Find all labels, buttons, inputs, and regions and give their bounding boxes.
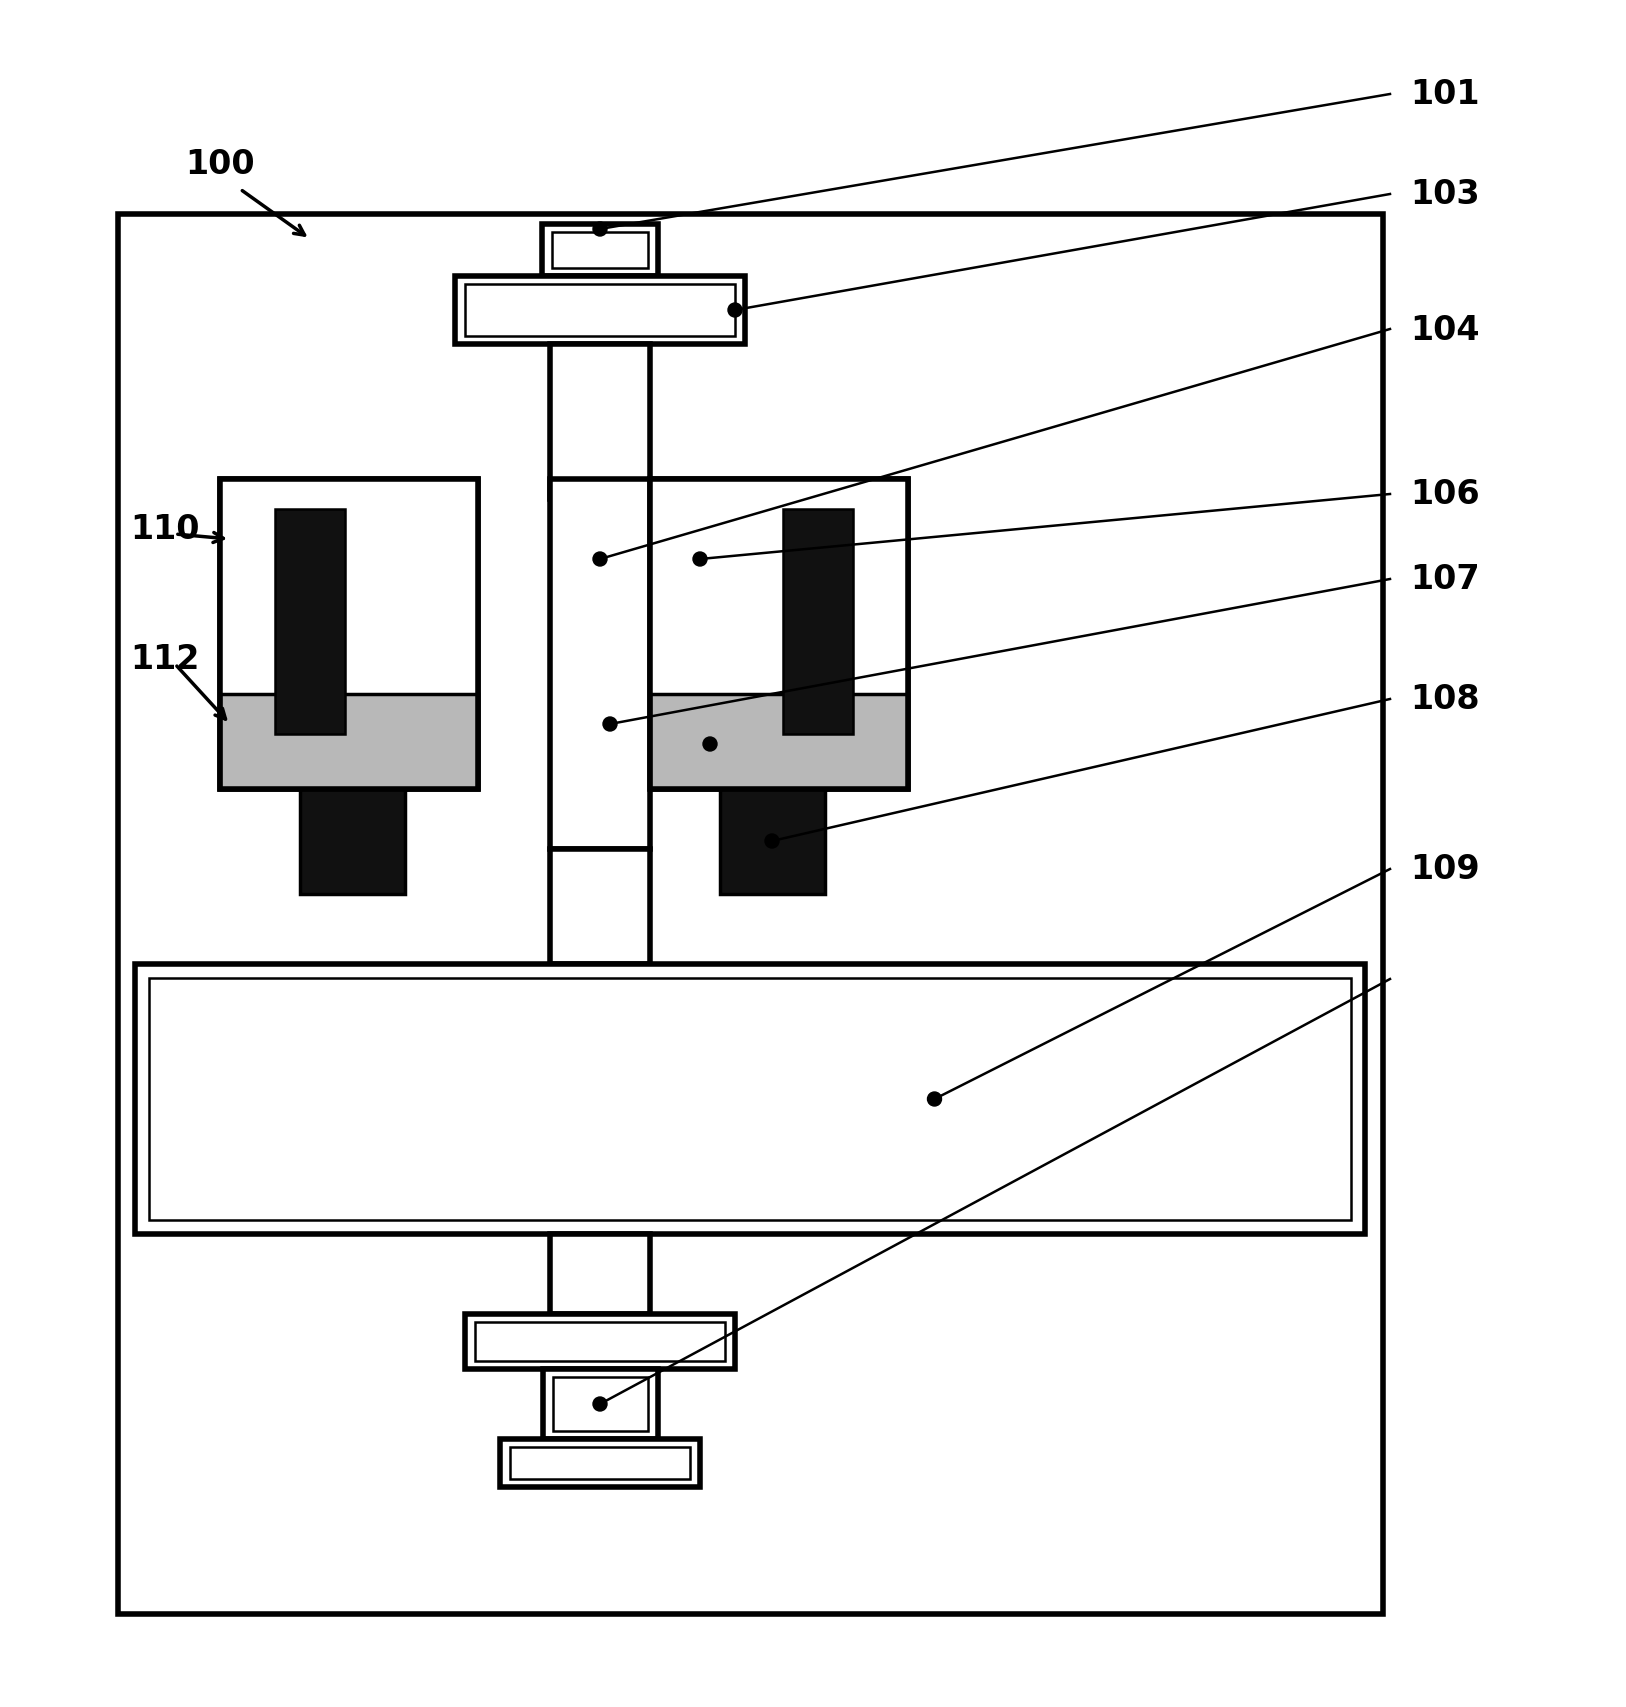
Bar	[550, 850, 650, 964]
Bar	[720, 790, 824, 894]
Circle shape	[593, 224, 606, 237]
Text: 110: 110	[130, 514, 200, 546]
Bar	[119, 215, 1384, 1615]
Bar	[650, 480, 907, 695]
Bar	[550, 345, 650, 500]
Circle shape	[702, 737, 717, 751]
Bar	[541, 225, 659, 277]
Bar	[220, 695, 478, 790]
Circle shape	[764, 835, 779, 848]
Bar	[465, 285, 735, 336]
Text: 109: 109	[1410, 854, 1480, 886]
Bar	[150, 978, 1351, 1221]
Bar	[650, 480, 907, 790]
Text: 107: 107	[1410, 563, 1480, 596]
Text: 103: 103	[1410, 179, 1480, 212]
Bar	[275, 510, 345, 734]
Text: 106: 106	[1410, 478, 1480, 510]
Text: 100: 100	[185, 149, 255, 181]
Bar	[475, 1323, 725, 1360]
Circle shape	[593, 1398, 606, 1412]
Circle shape	[927, 1092, 941, 1106]
Circle shape	[728, 304, 741, 318]
Bar	[551, 232, 649, 268]
Bar	[135, 964, 1364, 1234]
Circle shape	[593, 553, 606, 567]
Text: 108: 108	[1410, 683, 1480, 715]
Bar	[550, 1234, 650, 1314]
Text: 104: 104	[1410, 314, 1480, 347]
Circle shape	[693, 553, 707, 567]
Bar	[650, 695, 907, 790]
Bar	[301, 790, 405, 894]
Bar	[220, 480, 478, 790]
Text: 112: 112	[130, 644, 200, 676]
Bar	[543, 1369, 659, 1439]
Bar	[553, 1378, 649, 1430]
Bar	[465, 1314, 735, 1369]
Bar	[650, 480, 907, 790]
Bar	[220, 480, 478, 695]
Bar	[501, 1439, 701, 1487]
Text: 101: 101	[1410, 79, 1480, 111]
Bar	[220, 480, 478, 790]
Bar	[511, 1448, 689, 1480]
Bar	[455, 277, 745, 345]
Bar	[784, 510, 854, 734]
Bar	[550, 480, 650, 850]
Circle shape	[603, 717, 616, 732]
